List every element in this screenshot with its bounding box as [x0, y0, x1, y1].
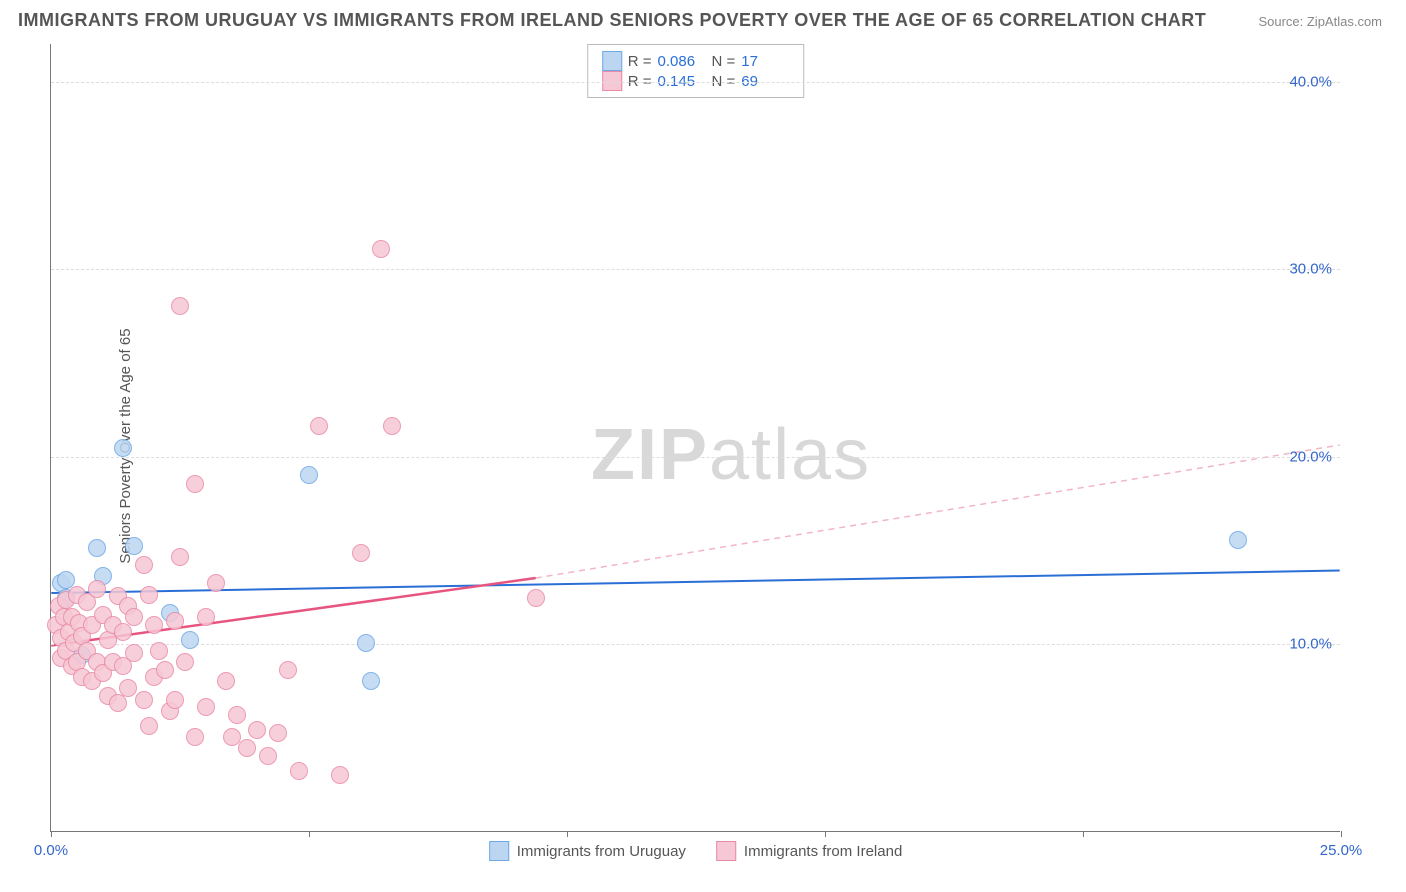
legend-n-label: N =	[712, 53, 736, 70]
watermark: ZIPatlas	[591, 414, 871, 496]
data-point	[145, 616, 163, 634]
data-point	[197, 698, 215, 716]
data-point	[238, 739, 256, 757]
data-point	[88, 580, 106, 598]
gridline	[51, 269, 1340, 270]
correlation-legend: R =0.086N =17R =0.145N =69	[587, 44, 805, 98]
legend-n-value: 17	[741, 53, 789, 70]
chart-container: IMMIGRANTS FROM URUGUAY VS IMMIGRANTS FR…	[0, 0, 1406, 892]
data-point	[357, 634, 375, 652]
y-tick-label: 30.0%	[1289, 261, 1332, 278]
data-point	[171, 297, 189, 315]
gridline	[51, 82, 1340, 83]
data-point	[135, 556, 153, 574]
chart-title: IMMIGRANTS FROM URUGUAY VS IMMIGRANTS FR…	[18, 10, 1206, 31]
legend-label: Immigrants from Ireland	[744, 843, 902, 860]
legend-swatch	[489, 841, 509, 861]
x-tick-mark	[567, 831, 568, 837]
source-label: Source: ZipAtlas.com	[1258, 14, 1382, 29]
data-point	[125, 537, 143, 555]
data-point	[310, 417, 328, 435]
data-point	[372, 240, 390, 258]
x-tick-mark	[309, 831, 310, 837]
y-tick-label: 20.0%	[1289, 448, 1332, 465]
data-point	[207, 574, 225, 592]
data-point	[186, 728, 204, 746]
data-point	[166, 691, 184, 709]
data-point	[109, 694, 127, 712]
data-point	[114, 439, 132, 457]
legend-swatch	[602, 51, 622, 71]
series-legend: Immigrants from Uruguay Immigrants from I…	[489, 841, 903, 861]
data-point	[88, 539, 106, 557]
legend-row: R = 0.086 N = 17	[602, 51, 790, 71]
legend-item: Immigrants from Ireland	[716, 841, 902, 861]
data-point	[331, 766, 349, 784]
trend-line-extrapolated	[536, 445, 1340, 578]
data-point	[362, 672, 380, 690]
legend-label: Immigrants from Uruguay	[517, 843, 686, 860]
data-point	[217, 672, 235, 690]
legend-r-value: 0.086	[658, 53, 706, 70]
data-point	[135, 691, 153, 709]
trend-line	[51, 571, 1339, 593]
data-point	[171, 548, 189, 566]
data-point	[150, 642, 168, 660]
y-tick-label: 40.0%	[1289, 73, 1332, 90]
data-point	[259, 747, 277, 765]
data-point	[1229, 531, 1247, 549]
legend-item: Immigrants from Uruguay	[489, 841, 686, 861]
x-tick-mark	[1083, 831, 1084, 837]
data-point	[248, 721, 266, 739]
data-point	[176, 653, 194, 671]
data-point	[114, 623, 132, 641]
legend-r-label: R =	[628, 53, 652, 70]
data-point	[166, 612, 184, 630]
x-tick-label: 25.0%	[1320, 842, 1363, 859]
data-point	[290, 762, 308, 780]
data-point	[300, 466, 318, 484]
data-point	[125, 608, 143, 626]
y-tick-label: 10.0%	[1289, 636, 1332, 653]
gridline	[51, 644, 1340, 645]
data-point	[228, 706, 246, 724]
x-tick-mark	[1341, 831, 1342, 837]
data-point	[186, 475, 204, 493]
data-point	[269, 724, 287, 742]
data-point	[527, 589, 545, 607]
plot-area: ZIPatlas R =0.086N =17R =0.145N =69 Immi…	[50, 44, 1340, 832]
data-point	[125, 644, 143, 662]
data-point	[140, 717, 158, 735]
data-point	[197, 608, 215, 626]
data-point	[352, 544, 370, 562]
data-point	[119, 679, 137, 697]
data-point	[223, 728, 241, 746]
legend-swatch	[716, 841, 736, 861]
x-tick-mark	[51, 831, 52, 837]
x-tick-mark	[825, 831, 826, 837]
data-point	[140, 586, 158, 604]
data-point	[156, 661, 174, 679]
x-tick-label: 0.0%	[34, 842, 68, 859]
data-point	[181, 631, 199, 649]
data-point	[279, 661, 297, 679]
gridline	[51, 457, 1340, 458]
data-point	[383, 417, 401, 435]
